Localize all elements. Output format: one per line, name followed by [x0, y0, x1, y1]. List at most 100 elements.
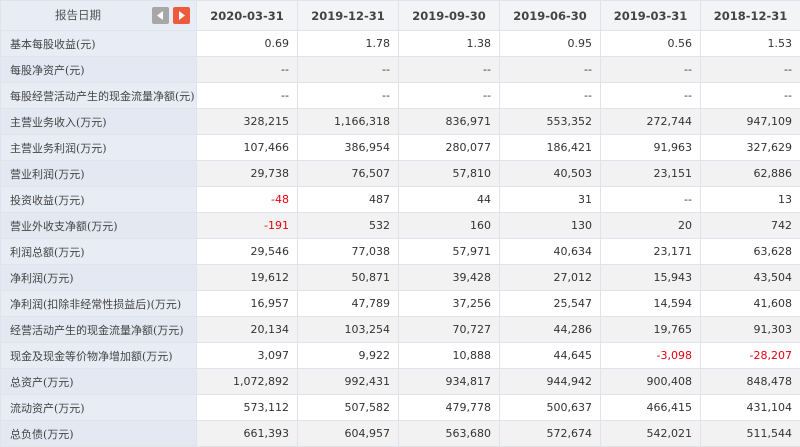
report-date-title: 报告日期	[55, 1, 101, 30]
table-cell: -28,207	[701, 343, 800, 369]
table-cell: 20,134	[197, 317, 298, 343]
table-cell: 1,166,318	[298, 109, 399, 135]
table-cell: 661,393	[197, 421, 298, 447]
table-cell: 280,077	[399, 135, 500, 161]
table-cell: 91,963	[601, 135, 701, 161]
table-cell: --	[197, 57, 298, 83]
table-cell: 16,957	[197, 291, 298, 317]
table-cell: --	[701, 83, 800, 109]
row-label: 流动资产(万元)	[1, 395, 197, 421]
table-cell: 44	[399, 187, 500, 213]
table-cell: --	[601, 187, 701, 213]
table-cell: 23,151	[601, 161, 701, 187]
table-cell: 103,254	[298, 317, 399, 343]
previous-page-button[interactable]	[152, 7, 169, 24]
row-label: 主营业务收入(万元)	[1, 109, 197, 135]
table-cell: 553,352	[500, 109, 601, 135]
table-cell: 62,886	[701, 161, 800, 187]
table-cell: 1.78	[298, 31, 399, 57]
row-label: 净利润(扣除非经常性损益后)(万元)	[1, 291, 197, 317]
table-cell: --	[197, 83, 298, 109]
date-column-header: 2019-03-31	[601, 1, 701, 31]
table-cell: 604,957	[298, 421, 399, 447]
table-cell: 900,408	[601, 369, 701, 395]
table-cell: 1,072,892	[197, 369, 298, 395]
date-column-header: 2019-12-31	[298, 1, 399, 31]
table-cell: 507,582	[298, 395, 399, 421]
table-cell: 14,594	[601, 291, 701, 317]
table-cell: 29,546	[197, 239, 298, 265]
row-label: 净利润(万元)	[1, 265, 197, 291]
table-cell: 57,810	[399, 161, 500, 187]
table-cell: 944,942	[500, 369, 601, 395]
table-cell: --	[399, 57, 500, 83]
table-cell: 130	[500, 213, 601, 239]
table-cell: 10,888	[399, 343, 500, 369]
row-label: 经营活动产生的现金流量净额(万元)	[1, 317, 197, 343]
table-cell: 20	[601, 213, 701, 239]
table-cell: 40,503	[500, 161, 601, 187]
table-cell: 40,634	[500, 239, 601, 265]
row-label: 主营业务利润(万元)	[1, 135, 197, 161]
table-cell: 41,608	[701, 291, 800, 317]
table-cell: 466,415	[601, 395, 701, 421]
header-row: 报告日期 2020-	[1, 1, 800, 31]
table-cell: 272,744	[601, 109, 701, 135]
row-label: 利润总额(万元)	[1, 239, 197, 265]
table-cell: 511,544	[701, 421, 800, 447]
table-cell: 542,021	[601, 421, 701, 447]
table-cell: 328,215	[197, 109, 298, 135]
table-cell: --	[500, 57, 601, 83]
row-label: 每股净资产(元)	[1, 57, 197, 83]
table-cell: 43,504	[701, 265, 800, 291]
table-cell: -191	[197, 213, 298, 239]
table-cell: 186,421	[500, 135, 601, 161]
table-cell: 386,954	[298, 135, 399, 161]
table-cell: 573,112	[197, 395, 298, 421]
table-cell: --	[701, 57, 800, 83]
table-cell: 91,303	[701, 317, 800, 343]
date-column-header: 2019-06-30	[500, 1, 601, 31]
table-row: 每股经营活动产生的现金流量净额(元)------------	[1, 83, 800, 109]
table-cell: 947,109	[701, 109, 800, 135]
table-cell: 57,971	[399, 239, 500, 265]
table-cell: 27,012	[500, 265, 601, 291]
table-cell: 0.69	[197, 31, 298, 57]
table-cell: --	[500, 83, 601, 109]
table-cell: 44,286	[500, 317, 601, 343]
table-cell: --	[601, 83, 701, 109]
row-label: 投资收益(万元)	[1, 187, 197, 213]
table-cell: 70,727	[399, 317, 500, 343]
date-column-header: 2020-03-31	[197, 1, 298, 31]
row-label: 每股经营活动产生的现金流量净额(元)	[1, 83, 197, 109]
row-label: 基本每股收益(元)	[1, 31, 197, 57]
table-cell: 1.53	[701, 31, 800, 57]
table-cell: 1.38	[399, 31, 500, 57]
table-cell: 500,637	[500, 395, 601, 421]
table-cell: 479,778	[399, 395, 500, 421]
table-cell: 29,738	[197, 161, 298, 187]
table-cell: 63,628	[701, 239, 800, 265]
table-cell: 76,507	[298, 161, 399, 187]
table-cell: 107,466	[197, 135, 298, 161]
table-cell: 487	[298, 187, 399, 213]
table-cell: --	[601, 57, 701, 83]
table-cell: 934,817	[399, 369, 500, 395]
table-cell: 3,097	[197, 343, 298, 369]
table-cell: --	[399, 83, 500, 109]
table-cell: 19,612	[197, 265, 298, 291]
table-cell: 572,674	[500, 421, 601, 447]
next-page-button[interactable]	[173, 7, 190, 24]
table-cell: 0.95	[500, 31, 601, 57]
